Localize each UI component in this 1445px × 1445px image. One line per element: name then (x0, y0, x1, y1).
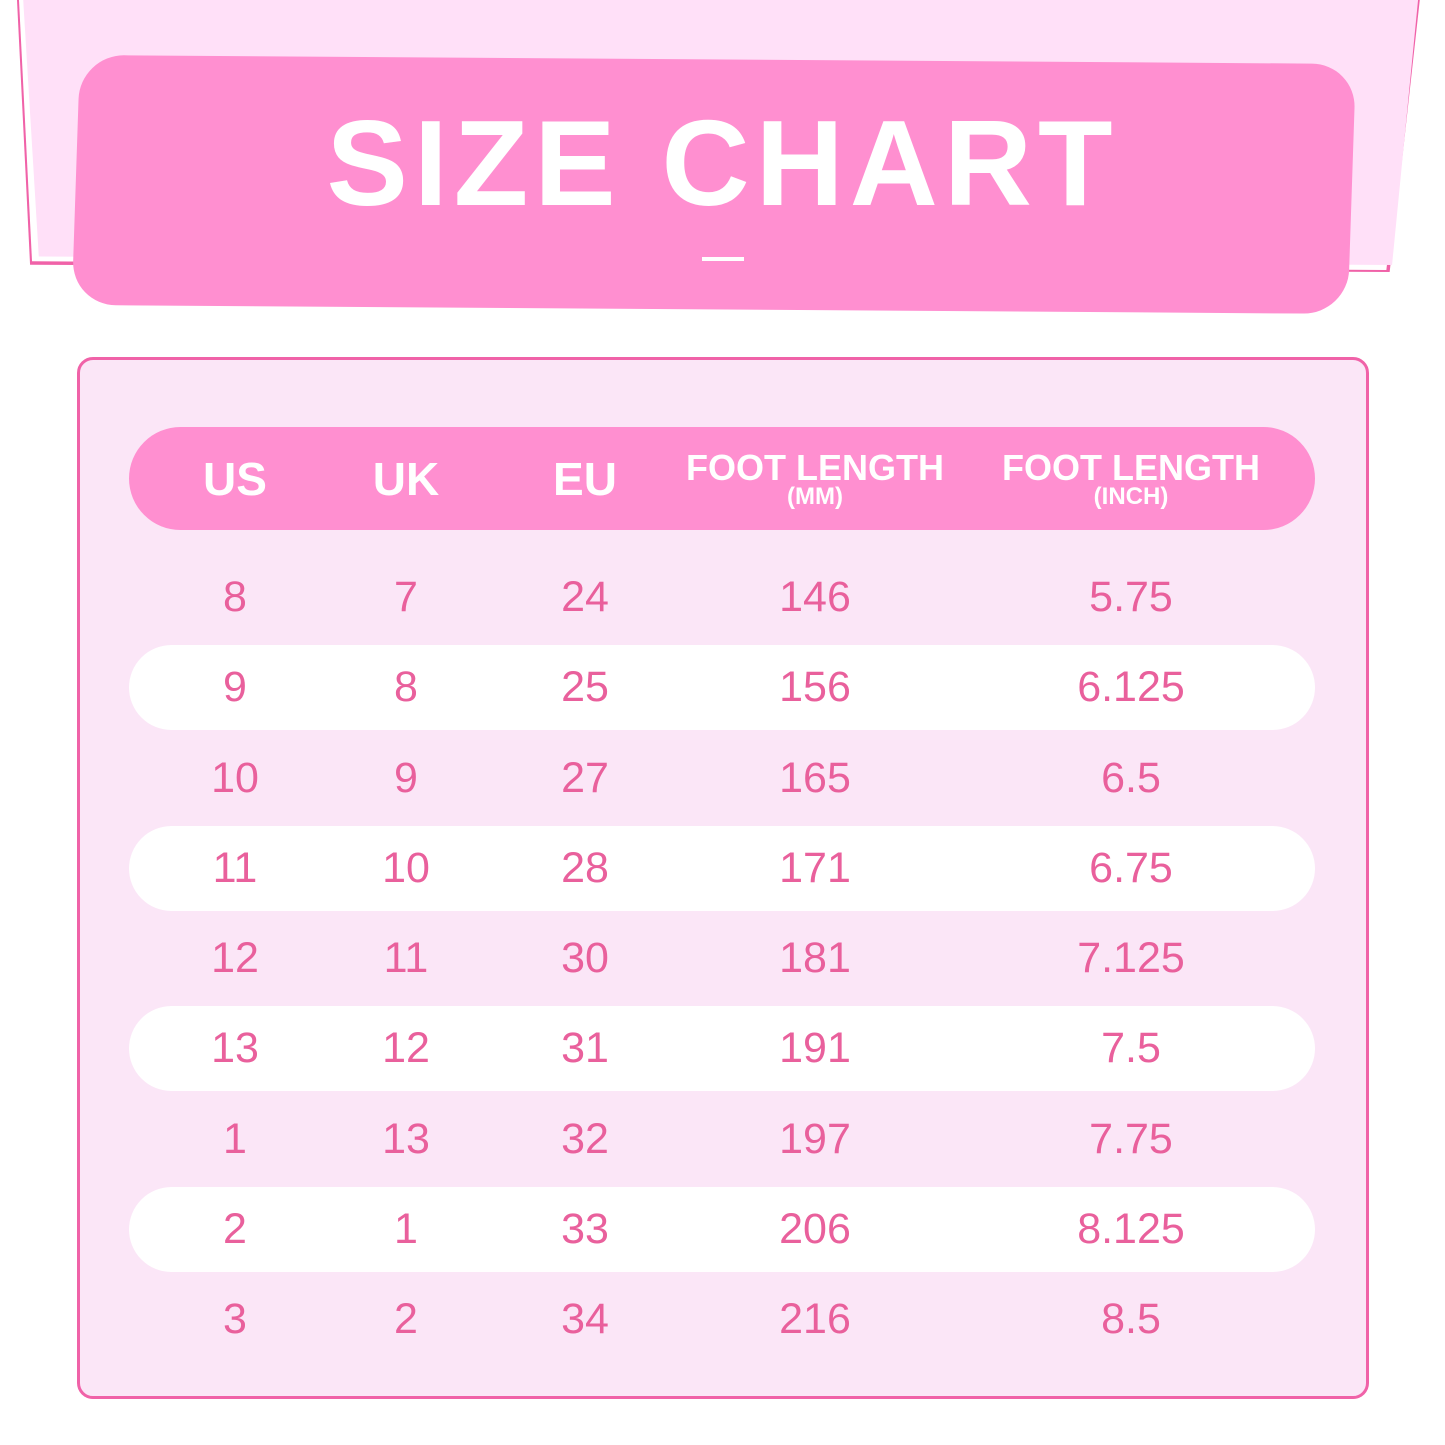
table-cell-uk: 13 (382, 1114, 430, 1163)
table-cell-foot-length-mm: 165 (779, 753, 851, 802)
table-cell-foot-length-inch: 8.5 (1101, 1295, 1161, 1343)
table-cell-foot-length-inch: 8.125 (1077, 1204, 1185, 1253)
table-cell-foot-length-mm: 156 (779, 663, 851, 712)
table-cell-eu: 34 (561, 1295, 609, 1343)
table-cell-foot-length-inch: 5.75 (1089, 573, 1173, 621)
column-header-us: US (203, 427, 267, 530)
table-row-highlight (129, 645, 1315, 731)
table-cell-foot-length-mm: 216 (779, 1295, 851, 1343)
table-cell-foot-length-inch: 6.5 (1101, 753, 1161, 802)
table-cell-us: 2 (223, 1204, 247, 1253)
table-cell-uk: 9 (394, 753, 418, 802)
table-cell-us: 13 (211, 1024, 259, 1073)
column-header-foot-length-mm: FOOT LENGTH (MM) (686, 427, 944, 530)
table-cell-uk: 11 (383, 934, 429, 982)
table-cell-foot-length-mm: 181 (779, 934, 851, 982)
table-cell-us: 9 (223, 663, 247, 712)
table-cell-foot-length-inch: 7.125 (1077, 934, 1185, 982)
table-row-highlight (129, 1006, 1315, 1092)
table-cell-foot-length-inch: 7.75 (1089, 1114, 1173, 1163)
table-header-bar (129, 427, 1315, 530)
table-row-highlight (129, 825, 1315, 911)
column-header-label: US (203, 452, 267, 505)
table-cell-foot-length-inch: 7.5 (1101, 1024, 1161, 1073)
table-cell-uk: 8 (394, 663, 418, 712)
table-cell-eu: 32 (561, 1114, 609, 1163)
table-cell-eu: 28 (561, 843, 609, 892)
table-cell-us: 1 (223, 1114, 247, 1163)
table-cell-us: 3 (223, 1295, 247, 1343)
table-cell-us: 11 (212, 843, 258, 892)
table-cell-foot-length-mm: 191 (779, 1024, 851, 1073)
column-header-label: FOOT LENGTH (1002, 446, 1260, 488)
column-header-uk: UK (373, 427, 439, 530)
table-cell-us: 10 (211, 753, 259, 802)
table-cell-foot-length-mm: 146 (779, 573, 851, 621)
column-header-unit: (INCH) (1093, 482, 1169, 510)
table-row-highlight (129, 1186, 1315, 1272)
column-header-label: FOOT LENGTH (686, 446, 944, 488)
table-cell-eu: 24 (561, 573, 609, 621)
table-cell-foot-length-mm: 197 (779, 1114, 851, 1163)
table-cell-uk: 7 (394, 573, 418, 621)
table-cell-us: 8 (223, 573, 247, 621)
column-header-label: UK (372, 452, 440, 505)
table-cell-us: 12 (211, 934, 259, 982)
table-cell-foot-length-inch: 6.125 (1077, 663, 1185, 712)
table-cell-eu: 30 (561, 934, 609, 982)
column-header-foot-length-inch: FOOT LENGTH (INCH) (1002, 427, 1260, 530)
table-cell-foot-length-mm: 171 (779, 843, 851, 892)
table-cell-uk: 12 (382, 1024, 430, 1073)
table-cell-uk: 1 (394, 1204, 418, 1253)
title-underline (702, 257, 744, 261)
column-header-eu: EU (553, 427, 617, 530)
column-header-label: EU (553, 452, 617, 505)
table-cell-eu: 31 (561, 1024, 609, 1073)
page-title: SIZE CHART (326, 95, 1119, 231)
table-cell-foot-length-inch: 6.75 (1089, 843, 1173, 892)
table-cell-eu: 25 (561, 663, 609, 712)
table-cell-eu: 33 (561, 1204, 609, 1253)
table-cell-eu: 27 (561, 753, 609, 802)
table-cell-foot-length-mm: 206 (779, 1204, 851, 1253)
table-cell-uk: 10 (382, 843, 430, 892)
table-cell-uk: 2 (394, 1295, 418, 1343)
column-header-unit: (MM) (787, 482, 843, 510)
